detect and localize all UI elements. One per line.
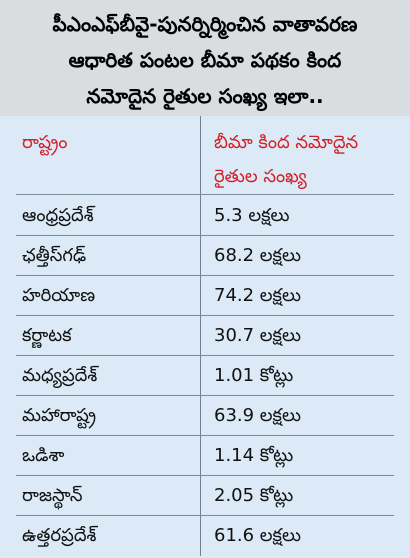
title-line-3: నమోదైన రైతుల సంఖ్య ఇలా.. <box>86 84 324 108</box>
state-cell: ఆంధ్రప్రదేశ్ <box>22 205 94 226</box>
row-separator <box>16 435 394 436</box>
row-separator <box>16 475 394 476</box>
table-row: ఉత్తరప్రదేశ్ 61.6 లక్షలు <box>0 516 410 556</box>
state-cell: ఒడిశా <box>22 445 65 466</box>
state-cell: రాజస్థాన్ <box>22 485 83 506</box>
enrolled-count-cell: 74.2 లక్షలు <box>214 285 301 306</box>
row-separator <box>16 235 394 236</box>
table-row: ఒడిశా 1.14 కోట్లు <box>0 436 410 476</box>
table-row: మధ్యప్రదేశ్ 1.01 కోట్లు <box>0 356 410 396</box>
state-cell: కర్ణాటక <box>22 325 72 346</box>
row-separator <box>16 355 394 356</box>
column-header-enrolled-line-2: రైతుల సంఖ్య <box>214 166 307 187</box>
enrolled-count-cell: 68.2 లక్షలు <box>214 245 301 266</box>
column-header-enrolled-line-1: బీమా కింద నమోదైన <box>214 132 359 153</box>
table-row: మహారాష్ట్ర 63.9 లక్షలు <box>0 396 410 436</box>
column-divider <box>200 116 201 556</box>
row-separator <box>16 395 394 396</box>
state-cell: హరియాణ <box>22 285 96 306</box>
enrolled-count-cell: 63.9 లక్షలు <box>214 405 301 426</box>
data-table: రాష్ట్రం బీమా కింద నమోదైన రైతుల సంఖ్య ఆం… <box>0 116 410 558</box>
table-row: హరియాణ 74.2 లక్షలు <box>0 276 410 316</box>
table-row: ఆంధ్రప్రదేశ్ 5.3 లక్షలు <box>0 196 410 236</box>
title-line-2: ఆధారిత పంటల బీమా పథకం కింద <box>68 48 342 72</box>
row-separator <box>16 515 394 516</box>
table-row: కర్ణాటక 30.7 లక్షలు <box>0 316 410 356</box>
table-row: ఛత్తీస్‌గఢ్ 68.2 లక్షలు <box>0 236 410 276</box>
table-row: రాజస్థాన్ 2.05 కోట్లు <box>0 476 410 516</box>
column-header-state: రాష్ట్రం <box>22 132 68 153</box>
enrolled-count-cell: 1.14 కోట్లు <box>214 445 294 466</box>
row-separator <box>16 275 394 276</box>
row-separator <box>16 194 394 195</box>
enrolled-count-cell: 61.6 లక్షలు <box>214 525 301 546</box>
row-separator <box>16 315 394 316</box>
enrolled-count-cell: 1.01 కోట్లు <box>214 365 294 386</box>
title-line-1: పీఎంఎఫ్‌బీవై-పునర్నిర్మించిన వాతావరణ <box>52 12 358 36</box>
enrolled-count-cell: 5.3 లక్షలు <box>214 205 290 226</box>
state-cell: మహారాష్ట్ర <box>22 405 97 426</box>
state-cell: ఉత్తరప్రదేశ్ <box>22 525 97 546</box>
enrolled-count-cell: 2.05 కోట్లు <box>214 485 294 506</box>
title-block: పీఎంఎఫ్‌బీవై-పునర్నిర్మించిన వాతావరణ ఆధా… <box>0 0 410 116</box>
state-cell: ఛత్తీస్‌గఢ్ <box>22 245 87 266</box>
enrolled-count-cell: 30.7 లక్షలు <box>214 325 301 346</box>
state-cell: మధ్యప్రదేశ్ <box>22 365 98 386</box>
